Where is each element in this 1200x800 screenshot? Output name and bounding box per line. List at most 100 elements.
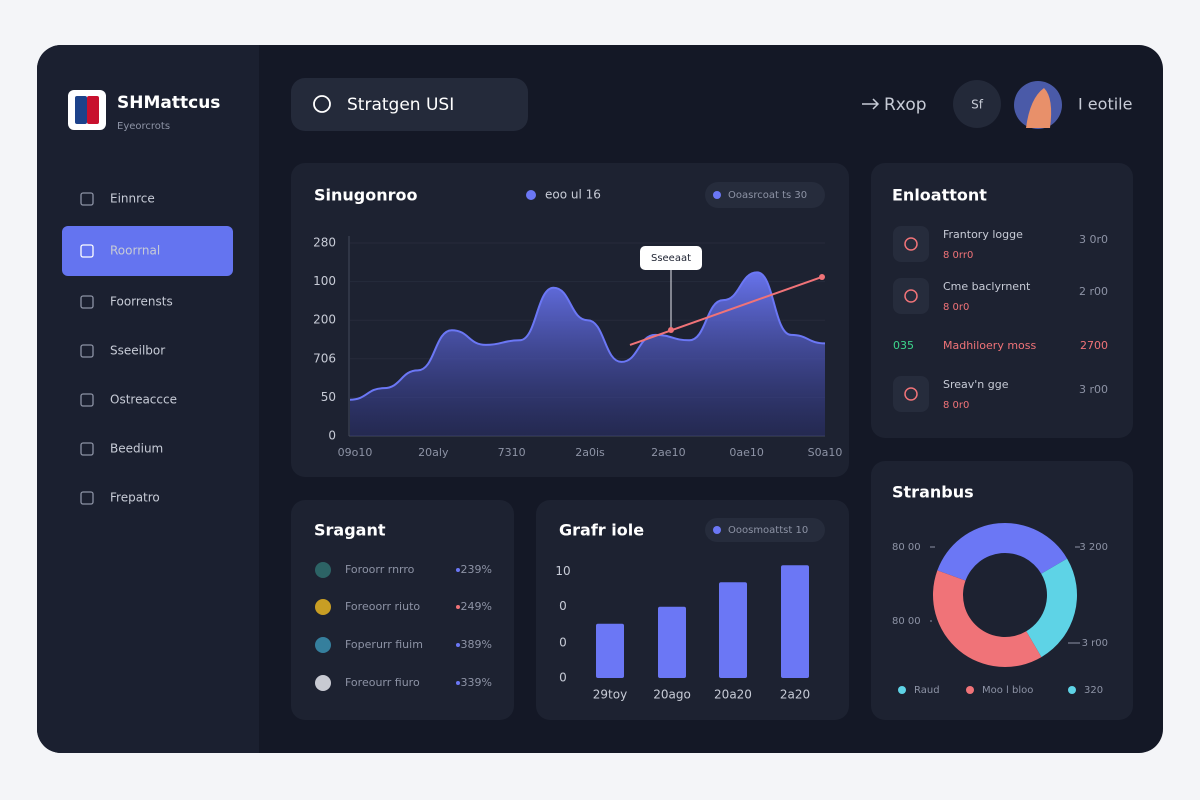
x-tick-label: 09o10 [338, 446, 373, 459]
x-tick-label: S0a10 [808, 446, 843, 459]
card-title: Grafr iole [559, 521, 644, 540]
y-tick-label: 280 [313, 236, 336, 250]
card [871, 163, 1133, 438]
y-tick-label: 10 [555, 564, 570, 578]
x-tick-label: 20ago [653, 688, 691, 702]
badge-circle[interactable] [953, 80, 1001, 128]
nav-item[interactable]: Beedium [110, 442, 163, 456]
row-icon [315, 637, 331, 653]
item-icon [893, 278, 929, 314]
card-title: Sinugonroo [314, 186, 418, 205]
search-box[interactable] [291, 78, 528, 131]
y-tick-label: 0 [559, 671, 567, 685]
card-title: Stranbus [892, 483, 974, 502]
area [350, 272, 825, 436]
nav-item[interactable]: Ostreaccce [110, 393, 177, 407]
logo-mark [87, 96, 99, 124]
x-tick-label: 2a20 [780, 688, 810, 702]
trend-line [629, 276, 823, 346]
donut-label: 3 r00 [1082, 638, 1108, 649]
legend-dot [898, 686, 906, 694]
action[interactable]: Rxop [884, 95, 927, 115]
x-tick-label: 29toy [593, 688, 627, 702]
row-name: Foroorr rnrro [345, 563, 415, 576]
item-name: Sreav'n gge [943, 378, 1009, 391]
nav-icon [80, 491, 94, 505]
x-tick-label: 20a20 [714, 688, 752, 702]
row-value: 389% [461, 638, 492, 651]
nav-item[interactable]: Einnrce [110, 192, 155, 206]
brand: SHMattcus [117, 93, 220, 113]
nav-item[interactable]: Roorrnal [110, 244, 160, 258]
bar [596, 623, 624, 678]
row-dot [456, 643, 460, 647]
filter: Ooosmoattst 10 [728, 525, 808, 536]
legend-item: 320 [1084, 685, 1103, 696]
area-line [349, 271, 826, 401]
x-tick-label: 20aly [418, 446, 449, 459]
filter-pill[interactable] [705, 182, 825, 208]
legend-dot [966, 686, 974, 694]
y-tick-label: 50 [321, 390, 336, 404]
item-name: Madhiloery moss [943, 339, 1037, 352]
row-value: 249% [461, 600, 492, 613]
card-title: Sragant [314, 521, 386, 540]
item-sub: 8 0r0 [943, 400, 969, 411]
nav-item[interactable]: Frepatro [110, 491, 160, 505]
item-value: 3 0r0 [1079, 233, 1108, 246]
donut-segment [937, 523, 1068, 581]
bar [658, 606, 686, 678]
tagline: Eyeorcrots [117, 121, 170, 132]
donut-label: 80 00 [892, 542, 921, 553]
item-icon [893, 226, 929, 262]
item-icon-ring [904, 289, 918, 303]
legend-dot [526, 190, 536, 200]
row-name: Foreourr fiuro [345, 676, 420, 689]
item-value: 2700 [1080, 339, 1108, 352]
row-name: Foperurr fiuim [345, 638, 423, 651]
row-name: Foreoorr riuto [345, 600, 420, 613]
nav-icon [80, 344, 94, 358]
nav-icon [80, 192, 94, 206]
x-tick-label: 0ae10 [729, 446, 764, 459]
item-value: 3 r00 [1079, 383, 1108, 396]
logo-mark [75, 96, 87, 124]
row-icon [315, 562, 331, 578]
item-tag: 035 [893, 339, 914, 352]
card [871, 461, 1133, 720]
y-tick-label: 100 [313, 274, 336, 288]
filter-pill[interactable] [705, 518, 825, 542]
y-tick-label: 0 [559, 599, 567, 613]
item-name: Frantory logge [943, 228, 1023, 241]
legend: eoo ul 16 [545, 188, 601, 202]
item-icon [893, 376, 929, 412]
row-value: 339% [461, 676, 492, 689]
row-dot [456, 605, 460, 609]
action-icon [862, 98, 880, 110]
item-name: Cme baclyrnent [943, 280, 1031, 293]
item-sub: 8 0rr0 [943, 250, 973, 261]
y-tick-label: 0 [559, 635, 567, 649]
row-value: 239% [461, 563, 492, 576]
trend-point [819, 273, 825, 280]
donut-segment [1026, 558, 1077, 658]
bar [781, 565, 809, 678]
nav-icon [80, 295, 94, 309]
nav-item[interactable]: Foorrensts [110, 295, 173, 309]
tooltip-point [668, 327, 674, 333]
donut-label: 80 00 [892, 616, 921, 627]
card-title: Enloattont [892, 186, 987, 205]
item-value: 2 r00 [1079, 285, 1108, 298]
nav-icon [80, 393, 94, 407]
donut-label: 3 200 [1079, 542, 1108, 553]
row-dot [456, 681, 460, 685]
donut-segment [933, 570, 1042, 668]
y-tick-label: 706 [313, 351, 336, 365]
badge: Sf [971, 98, 984, 112]
tooltip-text: Sseeaat [651, 253, 691, 264]
x-tick-label: 7310 [498, 446, 526, 459]
pill-dot [713, 191, 721, 199]
nav-item[interactable]: Sseeilbor [110, 344, 165, 358]
